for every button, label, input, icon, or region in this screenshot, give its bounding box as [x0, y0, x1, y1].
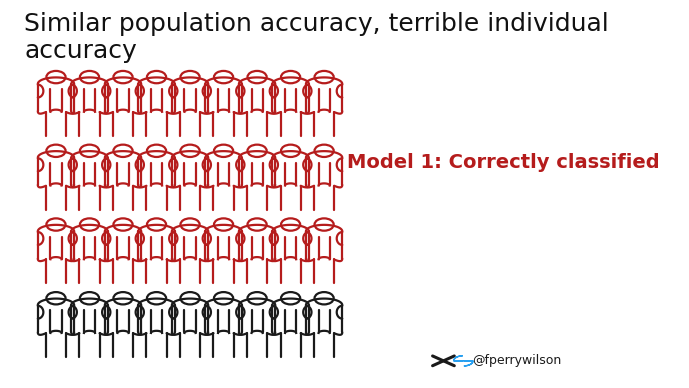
Text: @fperrywilson: @fperrywilson: [472, 354, 561, 367]
Text: Similar population accuracy, terrible individual
accuracy: Similar population accuracy, terrible in…: [24, 12, 609, 64]
Polygon shape: [463, 361, 473, 366]
Polygon shape: [453, 356, 463, 361]
Text: Model 1: Correctly classified: Model 1: Correctly classified: [347, 154, 659, 172]
